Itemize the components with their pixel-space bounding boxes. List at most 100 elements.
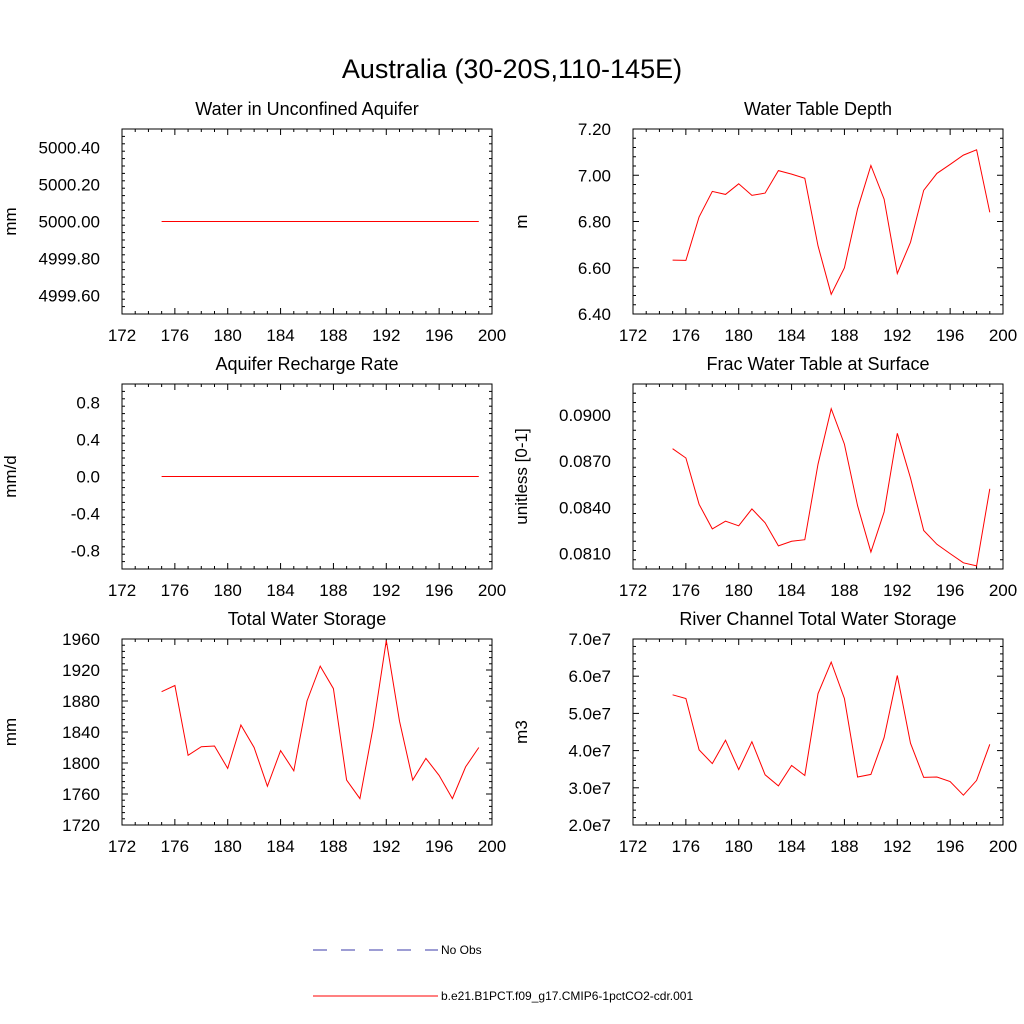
- y-tick-label: 6.0e7: [568, 667, 611, 686]
- y-tick-label: 4999.60: [39, 287, 100, 306]
- y-tick-label: -0.4: [71, 505, 100, 524]
- x-tick-label: 188: [319, 837, 347, 856]
- y-tick-label: 6.60: [578, 259, 611, 278]
- panel-2: Water Table Depth m 172 176 180 184 188 192 196 2…: [512, 99, 1017, 345]
- x-tick-label: 200: [989, 837, 1017, 856]
- x-tick-label: 192: [883, 837, 911, 856]
- x-tick-label: 180: [214, 326, 242, 345]
- panel-title: Frac Water Table at Surface: [706, 354, 929, 374]
- y-tick-label: 3.0e7: [568, 779, 611, 798]
- series-line-1: [672, 149, 991, 296]
- y-tick-label: 1760: [62, 785, 100, 804]
- x-tick-label: 184: [777, 837, 805, 856]
- plot-frame: [632, 128, 1004, 315]
- x-tick-label: 172: [108, 837, 136, 856]
- panel-title: River Channel Total Water Storage: [679, 609, 956, 629]
- y-tick-label: 7.00: [578, 166, 611, 185]
- y-tick-label: 5000.40: [39, 139, 100, 158]
- legend: No Obs b.e21.B1PCT.f09_g17.CMIP6-1pctCO2…: [313, 943, 693, 1003]
- x-tick-label: 196: [425, 581, 453, 600]
- x-tick-label: 172: [619, 326, 647, 345]
- x-tick-label: 172: [619, 581, 647, 600]
- y-tick-label: 1960: [62, 630, 100, 649]
- x-tick-label: 196: [425, 837, 453, 856]
- panel-title: Aquifer Recharge Rate: [215, 354, 398, 374]
- x-tick-label: 184: [266, 837, 294, 856]
- x-tick-label: 196: [936, 581, 964, 600]
- y-tick-label: 4.0e7: [568, 742, 611, 761]
- x-tick-label: 188: [830, 326, 858, 345]
- y-tick-label: 0.8: [76, 394, 100, 413]
- y-tick-label: 0.0870: [559, 452, 611, 471]
- x-tick-label: 184: [266, 581, 294, 600]
- panel-1: Water in Unconfined Aquifer mm 172 176 180 18…: [1, 99, 506, 345]
- x-tick-label: 180: [725, 326, 753, 345]
- x-tick-label: 196: [936, 837, 964, 856]
- x-tick-label: 192: [372, 837, 400, 856]
- y-tick-label: 5000.00: [39, 213, 100, 232]
- x-tick-label: 192: [883, 581, 911, 600]
- plot-frame: [632, 383, 1004, 570]
- y-tick-label: 1720: [62, 816, 100, 835]
- legend-model-label: b.e21.B1PCT.f09_g17.CMIP6-1pctCO2-cdr.00…: [441, 989, 693, 1003]
- y-tick-label: 1880: [62, 692, 100, 711]
- y-axis-label: mm: [1, 718, 20, 746]
- x-tick-label: 176: [161, 326, 189, 345]
- y-tick-label: 4999.80: [39, 250, 100, 269]
- y-tick-label: 6.40: [578, 305, 611, 324]
- x-tick-label: 184: [777, 326, 805, 345]
- x-tick-label: 188: [319, 581, 347, 600]
- panel-5: Total Water Storage mm 172 176 180 184 188 192 1…: [1, 609, 506, 856]
- y-tick-label: 1920: [62, 661, 100, 680]
- x-tick-label: 188: [830, 581, 858, 600]
- panel-title: Total Water Storage: [228, 609, 386, 629]
- legend-no-obs-label: No Obs: [441, 943, 482, 957]
- panel-title: Water Table Depth: [744, 99, 892, 119]
- x-tick-label: 184: [777, 581, 805, 600]
- y-tick-label: 0.4: [76, 431, 100, 450]
- x-tick-label: 196: [936, 326, 964, 345]
- x-tick-label: 200: [989, 581, 1017, 600]
- x-tick-label: 188: [319, 326, 347, 345]
- x-tick-label: 172: [108, 581, 136, 600]
- x-tick-label: 192: [372, 326, 400, 345]
- y-axis-label: m: [512, 214, 531, 228]
- x-tick-label: 184: [266, 326, 294, 345]
- y-tick-label: 2.0e7: [568, 816, 611, 835]
- series-line-1: [672, 406, 991, 567]
- x-tick-label: 200: [478, 326, 506, 345]
- y-axis-label: mm: [1, 207, 20, 235]
- y-tick-label: 5.0e7: [568, 704, 611, 723]
- x-tick-label: 176: [672, 581, 700, 600]
- y-axis-label: m3: [512, 720, 531, 744]
- x-tick-label: 176: [161, 837, 189, 856]
- x-tick-label: 172: [108, 326, 136, 345]
- y-axis-label: mm/d: [1, 455, 20, 498]
- plot-frame: [632, 638, 1004, 826]
- x-tick-label: 200: [478, 837, 506, 856]
- x-tick-label: 196: [425, 326, 453, 345]
- x-tick-label: 180: [725, 837, 753, 856]
- series-line-1: [161, 640, 480, 800]
- panel-title: Water in Unconfined Aquifer: [195, 99, 418, 119]
- y-tick-label: -0.8: [71, 542, 100, 561]
- panels-group: Water in Unconfined Aquifer mm 172 176 180 18…: [1, 99, 1017, 856]
- y-tick-label: 0.0840: [559, 498, 611, 517]
- x-tick-label: 192: [372, 581, 400, 600]
- x-tick-label: 172: [619, 837, 647, 856]
- x-tick-label: 192: [883, 326, 911, 345]
- panel-3: Aquifer Recharge Rate mm/d 172 176 180 184 188…: [1, 354, 506, 600]
- y-tick-label: 0.0900: [559, 406, 611, 425]
- y-tick-label: 5000.20: [39, 176, 100, 195]
- y-tick-label: 7.0e7: [568, 630, 611, 649]
- panel-4: Frac Water Table at Surface unitless [0-1…: [512, 354, 1017, 600]
- y-tick-label: 0.0: [76, 468, 100, 487]
- x-tick-label: 200: [478, 581, 506, 600]
- x-tick-label: 200: [989, 326, 1017, 345]
- y-axis-label: unitless [0-1]: [512, 428, 531, 524]
- x-tick-label: 180: [214, 837, 242, 856]
- x-tick-label: 180: [214, 581, 242, 600]
- panel-6: River Channel Total Water Storage m3 172 17…: [512, 609, 1017, 856]
- figure-title: Australia (30-20S,110-145E): [342, 54, 682, 84]
